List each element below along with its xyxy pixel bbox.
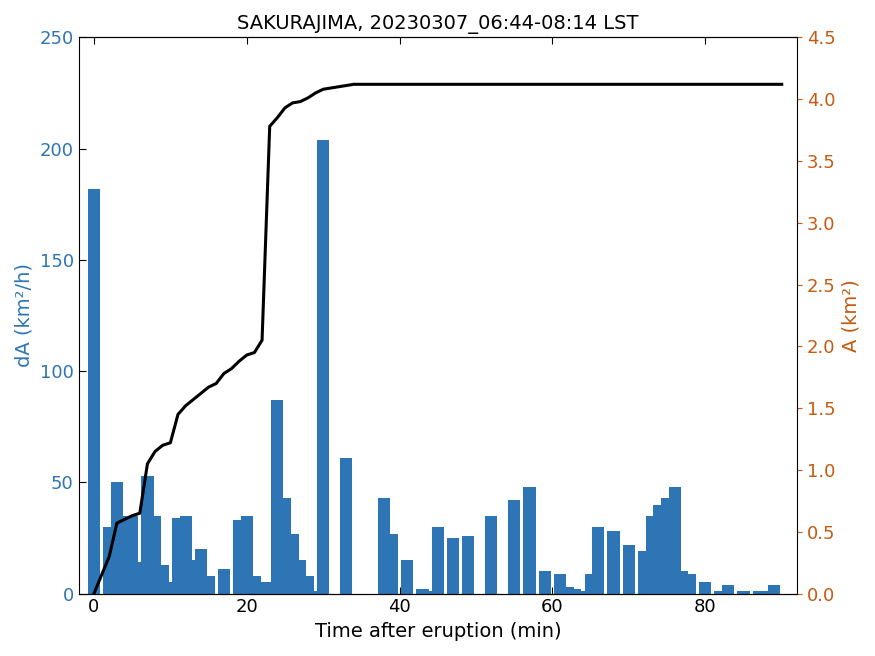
Bar [447, 538, 459, 594]
Bar [149, 516, 161, 594]
Bar [279, 498, 291, 594]
Bar [111, 482, 123, 594]
Bar [310, 591, 322, 594]
Bar [263, 583, 276, 594]
Bar [256, 583, 268, 594]
Bar [88, 189, 100, 594]
Bar [164, 583, 177, 594]
Bar [142, 476, 153, 594]
Bar [401, 560, 413, 594]
Bar [317, 140, 329, 594]
Bar [623, 544, 635, 594]
Bar [562, 587, 574, 594]
Title: SAKURAJIMA, 20230307_06:44-08:14 LST: SAKURAJIMA, 20230307_06:44-08:14 LST [237, 15, 639, 34]
Bar [218, 569, 230, 594]
Bar [195, 549, 207, 594]
Bar [202, 576, 214, 594]
Bar [661, 498, 673, 594]
Bar [187, 560, 200, 594]
Bar [179, 516, 192, 594]
Bar [668, 487, 681, 594]
Bar [241, 516, 253, 594]
Bar [508, 500, 521, 594]
Bar [431, 527, 444, 594]
Bar [294, 560, 306, 594]
Bar [722, 584, 734, 594]
Bar [577, 591, 589, 594]
Bar [646, 516, 658, 594]
Bar [584, 573, 597, 594]
Bar [768, 584, 780, 594]
Bar [554, 573, 566, 594]
Y-axis label: dA (km²/h): dA (km²/h) [15, 264, 34, 367]
Bar [286, 533, 298, 594]
Bar [233, 520, 245, 594]
Bar [738, 591, 750, 594]
Bar [592, 527, 605, 594]
Bar [302, 576, 314, 594]
Bar [752, 591, 765, 594]
Bar [715, 591, 726, 594]
Bar [570, 589, 582, 594]
Bar [462, 536, 474, 594]
Bar [607, 531, 620, 594]
Bar [157, 565, 169, 594]
Bar [248, 576, 261, 594]
Bar [172, 518, 184, 594]
Bar [424, 591, 437, 594]
Bar [126, 516, 138, 594]
Bar [539, 571, 551, 594]
Bar [134, 562, 146, 594]
Bar [103, 527, 116, 594]
Bar [340, 458, 353, 594]
Bar [676, 571, 689, 594]
X-axis label: Time after eruption (min): Time after eruption (min) [314, 622, 561, 641]
Bar [378, 498, 390, 594]
Bar [271, 400, 284, 594]
Bar [416, 589, 429, 594]
Bar [523, 487, 536, 594]
Y-axis label: A (km²): A (km²) [841, 279, 860, 352]
Bar [654, 504, 666, 594]
Bar [638, 551, 650, 594]
Bar [486, 516, 497, 594]
Bar [684, 573, 696, 594]
Bar [118, 516, 130, 594]
Bar [760, 591, 773, 594]
Bar [699, 583, 711, 594]
Bar [386, 533, 398, 594]
